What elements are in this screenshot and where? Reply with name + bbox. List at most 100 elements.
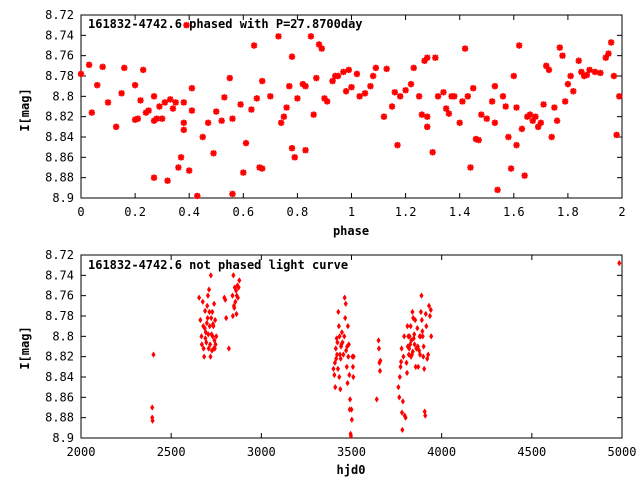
unphased-data-point — [408, 322, 413, 330]
phased-y-tick-label: 8.9 — [52, 191, 74, 205]
phased-data-point — [483, 115, 490, 122]
phased-data-point — [510, 72, 517, 80]
unphased-data-point — [345, 379, 350, 387]
phased-data-point — [459, 98, 466, 105]
phased-data-point — [194, 192, 201, 200]
unphased-data-point — [407, 333, 412, 340]
phased-data-point — [253, 95, 261, 102]
phased-x-tick-label: 0.4 — [178, 205, 200, 219]
unphased-data-point — [150, 417, 155, 424]
phased-data-point — [318, 45, 325, 52]
phased-data-point — [396, 93, 404, 100]
unphased-data-point — [201, 345, 206, 352]
unphased-data-point — [213, 316, 218, 324]
unphased-data-point — [233, 298, 238, 306]
phased-y-tick-label: 8.78 — [45, 69, 74, 83]
phased-panel: 8.72 8.74 8.76 8.78 8.8 8.82 8.84 8.86 8.88 8.9 0… — [18, 8, 626, 238]
phased-data-point — [424, 54, 431, 61]
unphased-data-point — [205, 292, 211, 299]
phased-data-point — [348, 83, 355, 91]
phased-data-point — [286, 82, 293, 90]
unphased-data-point — [428, 306, 433, 314]
phased-data-point — [186, 167, 193, 174]
phased-data-point — [353, 70, 361, 78]
phased-data-point — [88, 109, 96, 116]
unphased-data-point — [224, 314, 229, 322]
unphased-data-point — [200, 298, 205, 306]
phased-data-point — [391, 89, 398, 96]
phased-x-tick-label: 0.6 — [232, 205, 254, 219]
unphased-y-tick-label: 8.82 — [45, 350, 74, 364]
phased-x-tick-label: 0 — [77, 205, 84, 219]
unphased-data-point — [237, 277, 242, 284]
phased-data-point — [307, 33, 315, 40]
unphased-data-point — [415, 324, 420, 332]
unphased-data-point — [396, 383, 401, 391]
phased-data-point — [283, 104, 290, 111]
unphased-data-point — [398, 363, 403, 371]
phased-data-point — [291, 154, 298, 161]
phased-data-point — [145, 107, 152, 114]
unphased-data-point — [410, 348, 415, 355]
unphased-y-tick-label: 8.72 — [45, 248, 74, 262]
unphased-data-point — [376, 337, 381, 344]
unphased-data-point — [211, 300, 217, 308]
unphased-data-point — [150, 404, 155, 411]
phased-data-point — [242, 139, 250, 147]
phased-data-point — [591, 68, 599, 76]
phased-data-point — [521, 172, 528, 179]
phased-data-point — [418, 111, 426, 118]
unphased-data-point — [211, 322, 216, 330]
unphased-data-point — [419, 292, 424, 299]
phased-y-tick-label: 8.72 — [45, 8, 74, 22]
phased-data-point — [259, 165, 266, 172]
unphased-data-point — [420, 333, 425, 340]
phased-data-point — [250, 42, 258, 49]
unphased-plot-title: 161832-4742.6 not phased light curve — [88, 258, 348, 272]
phased-data-point — [237, 101, 244, 108]
phased-data-point — [445, 110, 453, 117]
phased-data-point — [342, 88, 350, 95]
unphased-data-point — [423, 412, 428, 419]
unphased-data-point — [403, 414, 408, 421]
unphased-data-point — [341, 351, 346, 358]
phased-data-point — [494, 186, 501, 194]
phased-data-point — [505, 133, 512, 141]
phased-data-point — [229, 115, 236, 122]
phased-data-point — [275, 33, 282, 40]
phased-data-point — [172, 99, 179, 106]
phased-data-point — [488, 98, 496, 105]
unphased-x-ticks: 2000 2500 3000 3500 4000 4500 5000 — [67, 255, 637, 459]
unphased-data-point — [230, 292, 235, 299]
phased-data-point — [597, 69, 604, 77]
phased-data-point — [575, 57, 582, 64]
phased-data-point — [502, 103, 509, 110]
phased-data-point — [150, 93, 158, 100]
unphased-x-axis-label: hjd0 — [337, 463, 366, 477]
unphased-data-point — [214, 333, 219, 340]
unphased-y-tick-label: 8.86 — [45, 390, 74, 404]
phased-y-ticks: 8.72 8.74 8.76 8.78 8.8 8.82 8.84 8.86 8.88 8.9 — [45, 8, 622, 205]
unphased-data-point — [617, 259, 622, 267]
unphased-data-point — [205, 314, 210, 322]
unphased-data-point — [339, 329, 345, 336]
unphased-y-axis-label: I[mag] — [18, 326, 32, 369]
phased-data-point — [478, 111, 485, 118]
phased-data-point — [513, 104, 520, 111]
phased-data-point — [475, 136, 482, 144]
phased-data-point — [605, 50, 612, 57]
phased-data-point — [516, 42, 523, 49]
unphased-data-point — [412, 331, 417, 338]
unphased-data-point — [213, 341, 218, 348]
phased-y-tick-label: 8.82 — [45, 110, 74, 124]
phased-data-point — [534, 123, 542, 131]
unphased-data-point — [351, 373, 356, 381]
phased-data-point — [616, 93, 623, 100]
unphased-data-point — [421, 353, 426, 360]
unphased-x-tick-label: 5000 — [608, 445, 637, 459]
phased-data-point — [553, 117, 561, 124]
phased-data-point — [153, 115, 160, 122]
phased-data-point — [121, 64, 128, 72]
unphased-x-tick-label: 2000 — [67, 445, 96, 459]
phased-x-tick-label: 1.6 — [503, 205, 525, 219]
